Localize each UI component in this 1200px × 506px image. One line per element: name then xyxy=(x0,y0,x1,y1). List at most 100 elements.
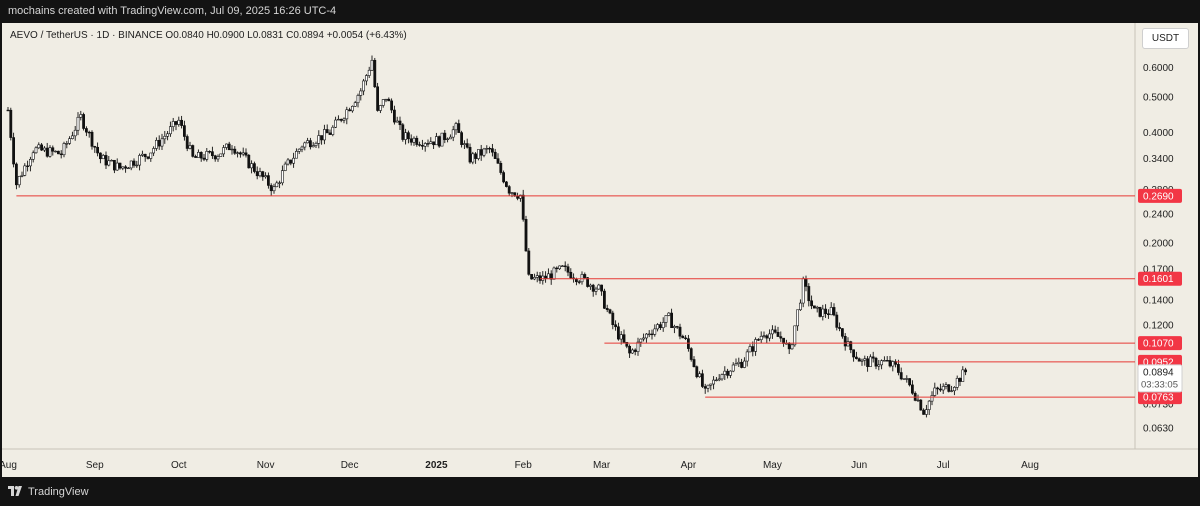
candle-body xyxy=(692,359,696,367)
candle-body xyxy=(266,175,270,186)
candle-body xyxy=(838,327,842,329)
candle-body xyxy=(409,138,413,143)
chart-panel[interactable]: 0.60000.50000.40000.34000.28000.24000.20… xyxy=(2,23,1198,477)
plot-background xyxy=(2,23,1198,477)
level-badge-label: 0.0763 xyxy=(1143,393,1174,404)
candle-body xyxy=(166,133,170,137)
candle-body xyxy=(20,174,24,177)
candle-body xyxy=(684,337,688,339)
candle-body xyxy=(812,305,816,309)
candle-body xyxy=(387,98,391,102)
candle-body xyxy=(418,144,422,146)
candle-body xyxy=(740,361,744,368)
candle-body xyxy=(726,370,730,376)
candle-body xyxy=(670,312,674,329)
candle-body xyxy=(840,328,844,337)
candle-body xyxy=(751,346,755,352)
candle-body xyxy=(253,163,256,172)
candle-body xyxy=(482,148,486,156)
candle-body xyxy=(113,159,116,171)
candle-body xyxy=(605,308,609,310)
candle-body xyxy=(824,308,828,315)
candle-body xyxy=(359,90,363,96)
candle-body xyxy=(378,105,382,111)
candle-body xyxy=(955,378,959,388)
candle-body xyxy=(124,166,128,169)
candle-body xyxy=(826,313,830,316)
candle-body xyxy=(588,284,592,287)
candle-body xyxy=(141,153,144,156)
candle-body xyxy=(924,409,928,415)
candle-body xyxy=(630,349,634,354)
candle-body xyxy=(706,384,710,389)
candle-body xyxy=(297,148,301,152)
candle-body xyxy=(586,277,590,287)
candle-body xyxy=(188,145,192,149)
legend-close: C0.0894 xyxy=(286,30,324,41)
candle-body xyxy=(68,138,72,144)
candle-body xyxy=(294,151,298,159)
candle-body xyxy=(544,275,548,279)
candle-body xyxy=(300,146,304,150)
candle-body xyxy=(742,360,746,368)
footer-bar: TradingView xyxy=(0,477,1200,506)
candle-body xyxy=(225,143,228,148)
candle-body xyxy=(818,306,822,317)
candle-body xyxy=(524,219,528,252)
candle-body xyxy=(625,341,629,347)
candle-body xyxy=(476,149,480,159)
candle-body xyxy=(415,137,419,145)
candle-body xyxy=(353,102,357,107)
candle-body xyxy=(339,118,343,121)
y-tick-label: 0.3400 xyxy=(1143,154,1174,165)
candle-body xyxy=(197,152,200,158)
candle-body xyxy=(552,267,556,280)
candle-body xyxy=(874,357,878,367)
currency-button[interactable]: USDT xyxy=(1142,28,1189,49)
candle-body xyxy=(239,152,242,155)
candle-body xyxy=(703,386,707,389)
y-tick-label: 0.2400 xyxy=(1143,210,1174,221)
candle-body xyxy=(465,143,469,148)
candle-body xyxy=(244,152,248,156)
candle-body xyxy=(656,324,660,330)
candle-body xyxy=(216,156,220,160)
candle-body xyxy=(306,140,310,144)
candle-body xyxy=(644,333,648,339)
candle-body xyxy=(390,100,394,111)
candle-body xyxy=(272,186,276,192)
candle-body xyxy=(807,286,811,302)
candle-body xyxy=(616,326,620,340)
candle-body xyxy=(12,137,16,165)
candle-body xyxy=(280,170,284,184)
candle-body xyxy=(905,378,909,380)
candle-body xyxy=(653,328,657,335)
candle-body xyxy=(754,339,758,352)
x-tick-label: Aug xyxy=(1021,460,1039,471)
candle-body xyxy=(964,369,968,373)
candle-body xyxy=(213,155,217,160)
candle-body xyxy=(65,143,69,145)
candle-body xyxy=(227,143,231,151)
candle-body xyxy=(6,109,10,112)
candle-body xyxy=(208,151,212,153)
candle-body xyxy=(919,399,923,411)
candle-body xyxy=(936,387,940,390)
candle-body xyxy=(947,384,951,392)
candle-body xyxy=(454,123,458,131)
candle-body xyxy=(110,159,114,162)
candle-body xyxy=(278,182,282,184)
candle-body xyxy=(121,166,125,169)
candle-body xyxy=(759,335,763,341)
candle-body xyxy=(149,152,153,159)
candle-body xyxy=(608,309,612,314)
candle-body xyxy=(597,284,601,290)
candle-body xyxy=(325,129,329,134)
price-chart[interactable]: 0.60000.50000.40000.34000.28000.24000.20… xyxy=(2,23,1198,477)
candle-body xyxy=(852,349,856,358)
candle-body xyxy=(468,146,472,163)
candle-body xyxy=(42,147,46,151)
candle-body xyxy=(622,334,626,343)
candle-body xyxy=(530,274,534,280)
candle-body xyxy=(404,132,408,140)
